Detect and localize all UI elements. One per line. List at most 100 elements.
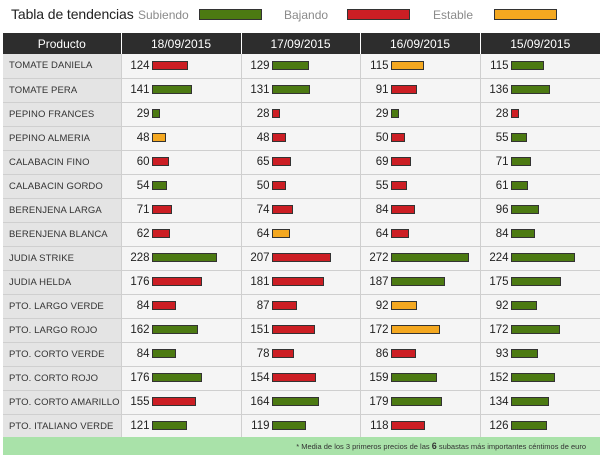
price-value: 92 [495, 299, 509, 312]
price-value: 159 [369, 371, 389, 384]
trend-bar-stable [271, 229, 290, 239]
price-cell: 187 [359, 270, 480, 295]
price-value: 55 [495, 131, 509, 144]
price-cell: 136 [479, 78, 600, 103]
price-value: 84 [495, 227, 509, 240]
price-value: 28 [495, 107, 509, 120]
price-cell: 48 [120, 126, 241, 151]
trend-bar-up [510, 325, 560, 335]
price-cell: 159 [359, 366, 480, 391]
price-cell: 69 [359, 150, 480, 175]
trend-bar-up [151, 85, 192, 95]
price-value: 84 [375, 203, 389, 216]
price-value: 69 [375, 155, 389, 168]
price-cell: 134 [479, 390, 600, 415]
price-cell: 129 [240, 54, 360, 79]
table-row: PTO. CORTO AMARILLO 155 164 179 134 [3, 390, 600, 415]
trend-bar-down [271, 157, 291, 167]
table-header-row: Producto 18/09/2015 17/09/2015 16/09/201… [3, 33, 600, 54]
price-cell: 228 [120, 246, 241, 271]
trend-bar-up [151, 181, 167, 191]
price-cell: 272 [359, 246, 480, 271]
price-value: 176 [130, 371, 150, 384]
header-date-1[interactable]: 18/09/2015 [121, 33, 242, 54]
product-name: PEPINO ALMERIA [3, 126, 121, 151]
price-cell: 84 [359, 198, 480, 223]
trend-bar-up [390, 109, 399, 119]
product-name: CALABACIN FINO [3, 150, 121, 175]
price-cell: 164 [240, 390, 360, 415]
price-value: 134 [489, 395, 509, 408]
table-row: BERENJENA BLANCA 62 64 64 84 [3, 222, 600, 247]
trend-bar-down [151, 397, 196, 407]
header-date-4[interactable]: 15/09/2015 [480, 33, 600, 54]
price-value: 28 [256, 107, 270, 120]
table-row: PTO. LARGO VERDE 84 87 92 92 [3, 294, 600, 319]
trend-bar-up [510, 133, 527, 143]
price-cell: 207 [240, 246, 360, 271]
trend-bar-down [390, 85, 417, 95]
price-cell: 124 [120, 54, 241, 79]
trend-bar-down [271, 253, 331, 263]
trend-bar-down [151, 61, 188, 71]
table-row: PEPINO ALMERIA 48 48 50 55 [3, 126, 600, 151]
price-value: 93 [495, 347, 509, 360]
price-cell: 119 [240, 414, 360, 439]
price-cell: 126 [479, 414, 600, 439]
price-cell: 224 [479, 246, 600, 271]
price-cell: 50 [240, 174, 360, 199]
price-value: 164 [250, 395, 270, 408]
price-cell: 152 [479, 366, 600, 391]
price-cell: 29 [120, 102, 241, 127]
price-value: 48 [136, 131, 150, 144]
trend-bar-up [510, 61, 544, 71]
trend-bar-stable [390, 301, 417, 311]
price-cell: 84 [120, 294, 241, 319]
product-name: PTO. ITALIANO VERDE [3, 414, 121, 439]
trend-bar-down [271, 325, 315, 335]
trend-bar-up [390, 373, 437, 383]
price-cell: 64 [240, 222, 360, 247]
price-value: 126 [489, 419, 509, 432]
price-value: 74 [256, 203, 270, 216]
header-producto[interactable]: Producto [3, 33, 122, 54]
price-value: 84 [136, 299, 150, 312]
trend-bar-down [151, 157, 169, 167]
price-cell: 48 [240, 126, 360, 151]
price-value: 115 [370, 59, 389, 72]
header-date-2[interactable]: 17/09/2015 [241, 33, 361, 54]
trend-bar-up [510, 301, 537, 311]
price-cell: 181 [240, 270, 360, 295]
trend-bar-up [271, 421, 306, 431]
trend-bar-down [151, 301, 176, 311]
trend-bar-up [510, 229, 535, 239]
product-name: JUDIA HELDA [3, 270, 121, 295]
legend-label-estable: Estable [433, 8, 474, 22]
price-value: 131 [250, 83, 270, 96]
trend-bar-down [390, 157, 411, 167]
price-value: 84 [136, 347, 150, 360]
price-value: 65 [256, 155, 270, 168]
product-name: PTO. CORTO ROJO [3, 366, 121, 391]
price-cell: 162 [120, 318, 241, 343]
table-body: TOMATE DANIELA 124 129 115 115 TOMATE PERA 141… [3, 54, 600, 439]
trends-table: Producto 18/09/2015 17/09/2015 16/09/201… [3, 33, 600, 439]
legend-label-subiendo: Subiendo [138, 8, 189, 22]
product-name: PTO. LARGO ROJO [3, 318, 121, 343]
trend-bar-up [151, 325, 198, 335]
price-cell: 87 [240, 294, 360, 319]
legend-label-bajando: Bajando [284, 8, 329, 22]
price-cell: 141 [120, 78, 241, 103]
product-name: TOMATE DANIELA [3, 54, 121, 79]
red-down-swatch-icon [347, 9, 410, 20]
trend-bar-up [510, 421, 547, 431]
trend-bar-up [151, 373, 202, 383]
trend-bar-up [151, 349, 176, 359]
price-value: 91 [375, 83, 389, 96]
price-value: 155 [130, 395, 150, 408]
trend-bar-stable [390, 325, 440, 335]
legend-bar: Tabla de tendencias Subiendo Bajando Est… [0, 0, 600, 30]
header-date-3[interactable]: 16/09/2015 [360, 33, 481, 54]
price-cell: 74 [240, 198, 360, 223]
price-cell: 61 [479, 174, 600, 199]
